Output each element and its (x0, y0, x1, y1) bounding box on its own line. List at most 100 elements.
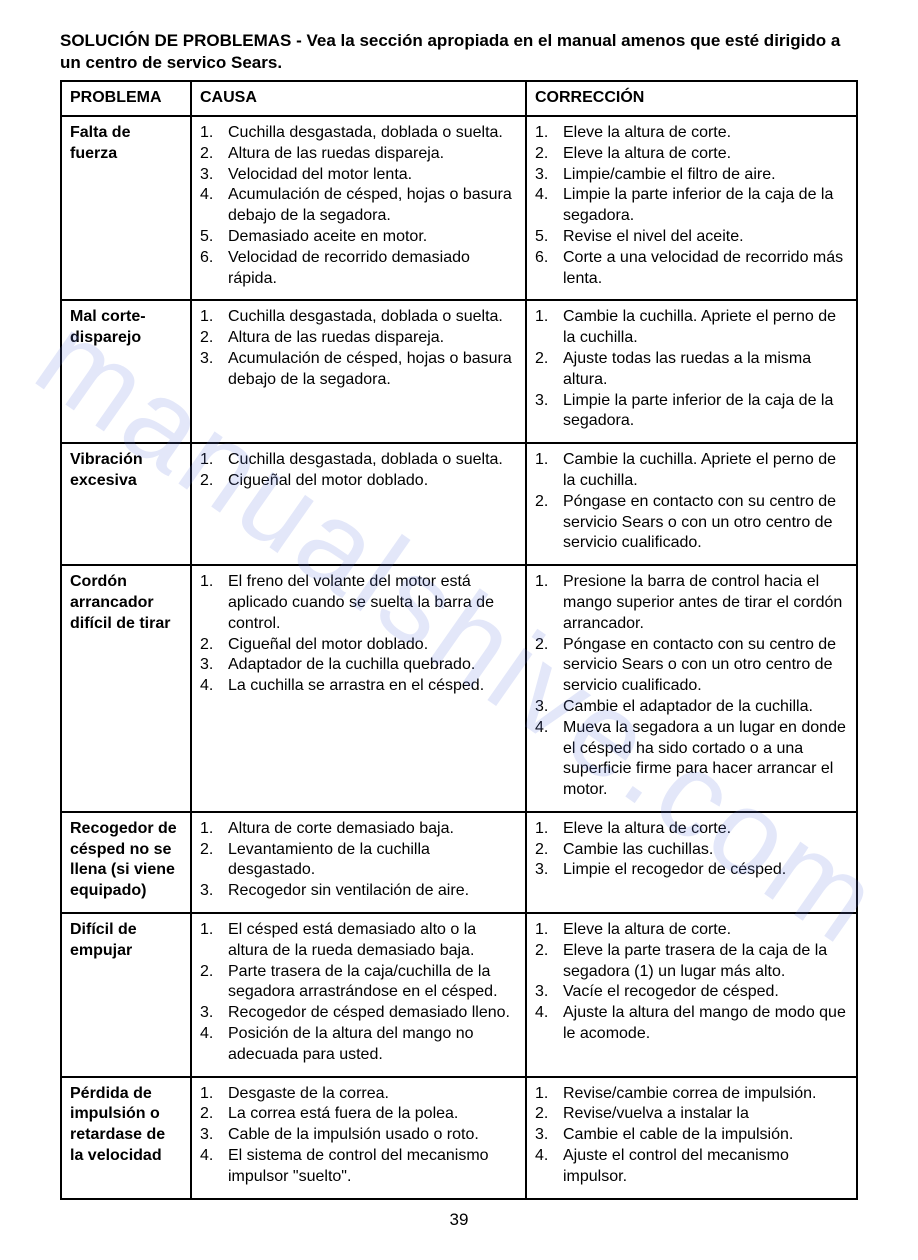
list-number: 1. (200, 1084, 228, 1105)
page-title: SOLUCIÓN DE PROBLEMAS - Vea la sección a… (60, 30, 858, 74)
table-row: Cordón arrancador difícil de tirar1.El f… (61, 565, 857, 812)
list-number: 3. (200, 881, 228, 902)
table-row: Pérdida de impulsión o retardase de la v… (61, 1077, 857, 1199)
correction-text: Eleve la parte trasera de la caja de la … (563, 941, 848, 983)
list-number: 2. (200, 471, 228, 492)
correction-item: 3.Limpie/cambie el filtro de aire. (535, 165, 848, 186)
cause-item: 2.La correa está fuera de la polea. (200, 1104, 517, 1125)
cause-text: Recogedor sin ventilación de aire. (228, 881, 517, 902)
correction-item: 2.Póngase en contacto con su centro de s… (535, 492, 848, 554)
cause-item: 1.El freno del volante del motor está ap… (200, 572, 517, 634)
cause-text: Levantamiento de la cuchilla desgastado. (228, 840, 517, 882)
correction-text: Eleve la altura de corte. (563, 819, 848, 840)
cause-text: Velocidad de recorrido demasiado rápida. (228, 248, 517, 290)
correction-cell: 1.Revise/cambie correa de impulsión.2.Re… (526, 1077, 857, 1199)
correction-text: Revise/vuelva a instalar la (563, 1104, 848, 1125)
problem-cell: Difícil de empujar (61, 913, 191, 1077)
correction-item: 3.Cambie el adaptador de la cuchilla. (535, 697, 848, 718)
list-number: 2. (535, 349, 563, 370)
correction-cell: 1.Presione la barra de control hacia el … (526, 565, 857, 812)
list-number: 1. (535, 450, 563, 471)
list-number: 3. (200, 349, 228, 370)
correction-item: 2.Eleve la parte trasera de la caja de l… (535, 941, 848, 983)
correction-text: Eleve la altura de corte. (563, 920, 848, 941)
list-number: 4. (535, 718, 563, 739)
correction-text: Mueva la segadora a un lugar en donde el… (563, 718, 848, 801)
correction-text: Cambie la cuchilla. Apriete el perno de … (563, 450, 848, 492)
cause-cell: 1.Altura de corte demasiado baja.2.Levan… (191, 812, 526, 913)
cause-text: La cuchilla se arrastra en el césped. (228, 676, 517, 697)
correction-item: 2.Póngase en contacto con su centro de s… (535, 635, 848, 697)
problem-cell: Falta de fuerza (61, 116, 191, 300)
correction-text: Cambie las cuchillas. (563, 840, 848, 861)
correction-cell: 1.Eleve la altura de corte.2.Eleve la pa… (526, 913, 857, 1077)
cause-cell: 1.Cuchilla desgastada, doblada o suelta.… (191, 116, 526, 300)
list-number: 2. (535, 840, 563, 861)
correction-item: 2.Ajuste todas las ruedas a la misma alt… (535, 349, 848, 391)
correction-item: 1.Revise/cambie correa de impulsión. (535, 1084, 848, 1105)
cause-item: 2.Altura de las ruedas dispareja. (200, 328, 517, 349)
correction-text: Ajuste el control del mecanismo impulsor… (563, 1146, 848, 1188)
list-number: 2. (200, 328, 228, 349)
cause-text: El sistema de control del mecanismo impu… (228, 1146, 517, 1188)
correction-text: Limpie el recogedor de césped. (563, 860, 848, 881)
table-body: Falta de fuerza1.Cuchilla desgastada, do… (61, 116, 857, 1199)
cause-text: Desgaste de la correa. (228, 1084, 517, 1105)
cause-item: 6.Velocidad de recorrido demasiado rápid… (200, 248, 517, 290)
correction-text: Ajuste la altura del mango de modo que l… (563, 1003, 848, 1045)
cause-item: 3.Recogedor sin ventilación de aire. (200, 881, 517, 902)
list-number: 1. (535, 920, 563, 941)
table-row: Vibración excesiva1.Cuchilla desgastada,… (61, 443, 857, 565)
correction-text: Eleve la altura de corte. (563, 144, 848, 165)
cause-text: Acumulación de césped, hojas o basura de… (228, 349, 517, 391)
correction-text: Limpie la parte inferior de la caja de l… (563, 185, 848, 227)
list-number: 2. (200, 840, 228, 861)
correction-text: Póngase en contacto con su centro de ser… (563, 635, 848, 697)
list-number: 3. (535, 165, 563, 186)
cause-text: Recogedor de césped demasiado lleno. (228, 1003, 517, 1024)
page-container: manualshive.com SOLUCIÓN DE PROBLEMAS - … (0, 0, 918, 1260)
correction-item: 5.Revise el nivel del aceite. (535, 227, 848, 248)
correction-text: Eleve la altura de corte. (563, 123, 848, 144)
correction-cell: 1.Cambie la cuchilla. Apriete el perno d… (526, 443, 857, 565)
header-problem: PROBLEMA (61, 81, 191, 116)
problem-cell: Pérdida de impulsión o retardase de la v… (61, 1077, 191, 1199)
header-cause: CAUSA (191, 81, 526, 116)
cause-item: 4.El sistema de control del mecanismo im… (200, 1146, 517, 1188)
correction-item: 3.Vacíe el recogedor de césped. (535, 982, 848, 1003)
list-number: 6. (200, 248, 228, 269)
list-number: 2. (535, 492, 563, 513)
correction-item: 4.Ajuste la altura del mango de modo que… (535, 1003, 848, 1045)
correction-text: Cambie el cable de la impulsión. (563, 1125, 848, 1146)
troubleshoot-table: PROBLEMA CAUSA CORRECCIÓN Falta de fuerz… (60, 80, 858, 1199)
list-number: 1. (535, 1084, 563, 1105)
correction-item: 3.Cambie el cable de la impulsión. (535, 1125, 848, 1146)
list-number: 1. (200, 572, 228, 593)
list-number: 3. (535, 697, 563, 718)
cause-cell: 1.Cuchilla desgastada, doblada o suelta.… (191, 443, 526, 565)
table-header-row: PROBLEMA CAUSA CORRECCIÓN (61, 81, 857, 116)
list-number: 2. (535, 635, 563, 656)
correction-item: 1.Eleve la altura de corte. (535, 920, 848, 941)
list-number: 1. (200, 819, 228, 840)
table-row: Falta de fuerza1.Cuchilla desgastada, do… (61, 116, 857, 300)
cause-item: 1.Altura de corte demasiado baja. (200, 819, 517, 840)
cause-text: Cable de la impulsión usado o roto. (228, 1125, 517, 1146)
cause-item: 5.Demasiado aceite en motor. (200, 227, 517, 248)
correction-text: Cambie el adaptador de la cuchilla. (563, 697, 848, 718)
correction-text: Vacíe el recogedor de césped. (563, 982, 848, 1003)
list-number: 2. (535, 144, 563, 165)
correction-item: 3.Limpie la parte inferior de la caja de… (535, 391, 848, 433)
list-number: 1. (200, 123, 228, 144)
correction-item: 1.Cambie la cuchilla. Apriete el perno d… (535, 307, 848, 349)
cause-item: 4.La cuchilla se arrastra en el césped. (200, 676, 517, 697)
cause-item: 3.Velocidad del motor lenta. (200, 165, 517, 186)
cause-item: 1.Desgaste de la correa. (200, 1084, 517, 1105)
cause-text: La correa está fuera de la polea. (228, 1104, 517, 1125)
correction-text: Revise/cambie correa de impulsión. (563, 1084, 848, 1105)
table-row: Mal corte-disparejo1.Cuchilla desgastada… (61, 300, 857, 443)
cause-item: 2.Cigueñal del motor doblado. (200, 471, 517, 492)
correction-cell: 1.Cambie la cuchilla. Apriete el perno d… (526, 300, 857, 443)
list-number: 1. (535, 123, 563, 144)
list-number: 4. (200, 185, 228, 206)
